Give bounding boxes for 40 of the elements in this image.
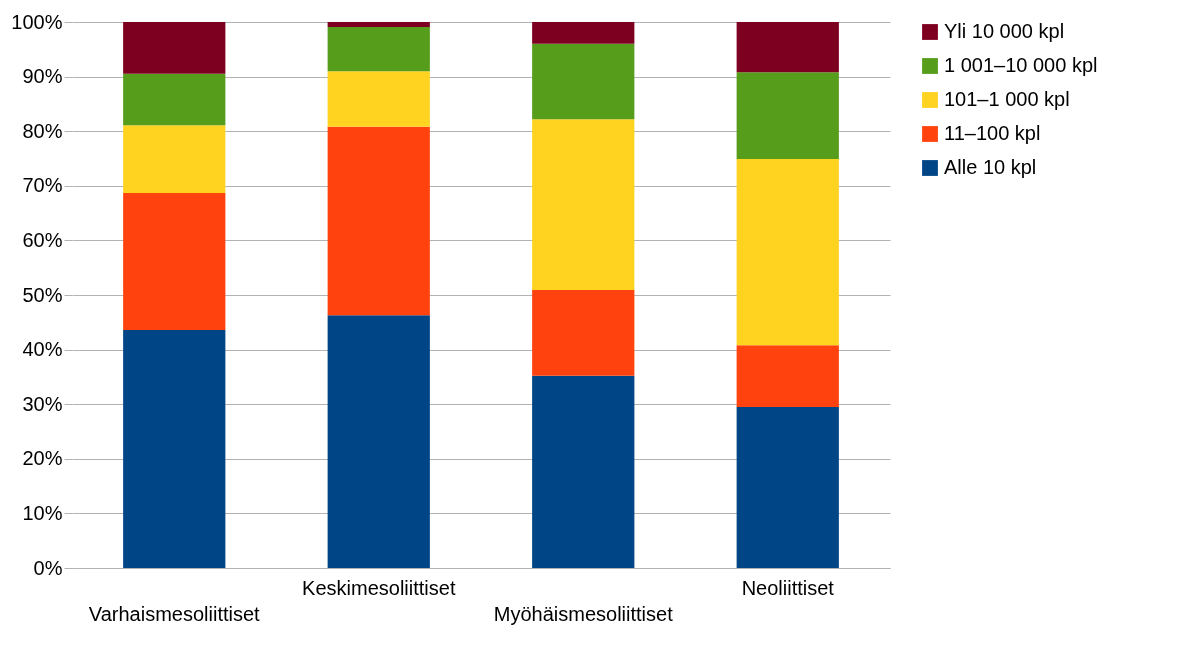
bar bbox=[532, 290, 635, 376]
legend-label: Alle 10 kpl bbox=[944, 156, 1037, 178]
y-tick-label: 20% bbox=[22, 447, 63, 470]
bar bbox=[736, 345, 839, 407]
bar bbox=[327, 26, 430, 72]
bar bbox=[736, 22, 839, 73]
y-tick-label: 60% bbox=[22, 228, 63, 251]
bar bbox=[736, 72, 839, 160]
bar bbox=[123, 125, 226, 193]
y-tick-label: 40% bbox=[22, 338, 63, 361]
bar bbox=[123, 22, 226, 74]
bar bbox=[327, 315, 430, 568]
bar bbox=[736, 159, 839, 346]
bar bbox=[327, 22, 430, 27]
bar bbox=[327, 126, 430, 316]
y-tick-label: 100% bbox=[11, 10, 63, 33]
x-tick-label: Myöhäismesoliittiset bbox=[493, 602, 674, 625]
legend-label: 101–1 000 kpl bbox=[944, 88, 1070, 110]
y-tick-label: 80% bbox=[22, 119, 63, 142]
legend-label: Yli 10 000 kpl bbox=[944, 20, 1065, 42]
x-tick-label: Varhaismesoliittiset bbox=[88, 602, 261, 625]
y-tick-label: 50% bbox=[22, 283, 63, 306]
bar bbox=[532, 119, 635, 291]
bar bbox=[532, 22, 635, 44]
y-tick-label: 10% bbox=[22, 501, 63, 524]
y-tick-label: 30% bbox=[22, 392, 63, 415]
bar bbox=[327, 71, 430, 127]
bar bbox=[532, 375, 635, 568]
bar bbox=[736, 406, 839, 568]
y-tick-label: 90% bbox=[22, 65, 63, 88]
legend-label: 11–100 kpl bbox=[944, 122, 1041, 144]
x-tick-label: Keskimesoliittiset bbox=[302, 576, 456, 599]
x-tick-label: Neoliittiset bbox=[741, 576, 835, 599]
y-tick-label: 70% bbox=[22, 174, 63, 197]
legend-label: 1 001–10 000 kpl bbox=[944, 54, 1098, 76]
bar bbox=[123, 73, 226, 126]
bar bbox=[123, 192, 226, 330]
bar bbox=[123, 329, 226, 568]
bar bbox=[532, 43, 635, 120]
y-tick-label: 0% bbox=[33, 556, 63, 579]
